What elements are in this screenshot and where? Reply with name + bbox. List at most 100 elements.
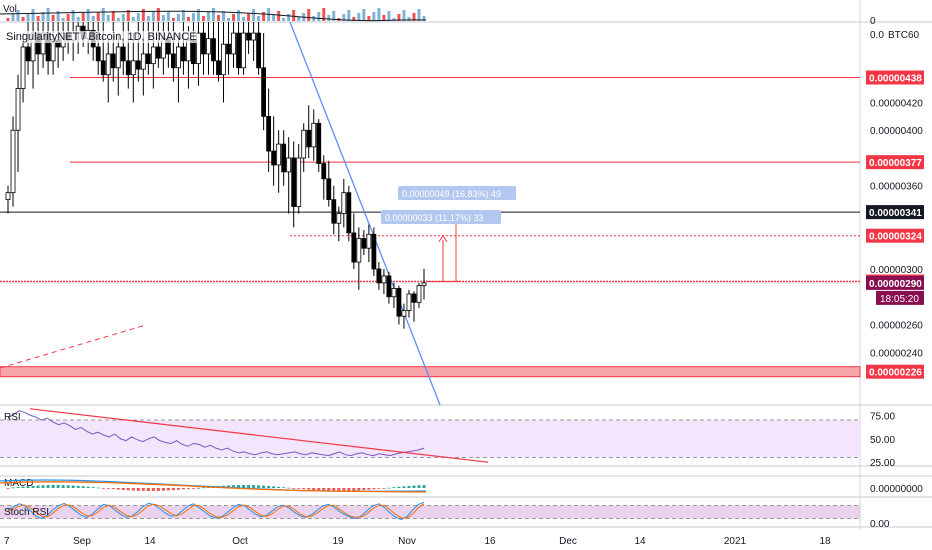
volume-bar (6, 18, 10, 21)
macd-histogram-bar (16, 487, 20, 488)
candle-body (261, 67, 267, 117)
candle-body (216, 60, 221, 76)
macd-histogram-bar (171, 488, 175, 491)
volume-bar (146, 16, 150, 21)
price-label: 0.00000377 (869, 158, 922, 169)
rsi-title: RSI (4, 412, 21, 423)
macd-histogram-bar (41, 485, 45, 488)
volume-bar (317, 12, 321, 21)
macd-tick-label: 0.00000000 (870, 484, 923, 495)
price-tick-label: 0.00000400 (870, 126, 923, 137)
volume-bar (387, 11, 391, 21)
volume-bar (166, 11, 170, 21)
volume-bar (191, 13, 195, 21)
candle-body (321, 163, 327, 180)
price-label: 0.00000341 (869, 208, 922, 219)
volume-bar (131, 17, 135, 21)
candle-body (336, 213, 342, 224)
x-tick-label: 16 (484, 536, 496, 547)
macd-histogram-bar (131, 488, 135, 491)
volume-bar (362, 9, 366, 21)
macd-histogram-bar (121, 488, 125, 490)
volume-bar (106, 15, 110, 21)
volume-bar (307, 9, 311, 21)
volume-bar (322, 8, 326, 21)
candle-body (15, 88, 21, 131)
candle-body (20, 46, 26, 90)
macd-histogram-bar (11, 487, 15, 489)
macd-histogram-bar (126, 488, 130, 491)
candle-body (25, 46, 31, 62)
volume-bar (292, 10, 296, 21)
candle-body (286, 157, 292, 173)
volume-bar (312, 16, 316, 21)
candle-body (191, 39, 196, 65)
candle-body (181, 46, 186, 62)
macd-histogram-bar (26, 486, 30, 488)
candle-body (231, 32, 236, 55)
candle-body (391, 288, 397, 298)
candle-body (331, 199, 337, 224)
volume-bar (242, 17, 246, 21)
volume-bar (16, 10, 20, 21)
macd-histogram-bar (196, 487, 200, 489)
candle-body (50, 39, 56, 62)
candle-body (145, 53, 151, 65)
volume-bar (392, 18, 396, 21)
macd-histogram-bar (166, 488, 170, 491)
price-label-box (866, 275, 924, 290)
macd-histogram-bar (282, 487, 286, 489)
candle-body (406, 293, 412, 312)
countdown-box (876, 290, 924, 305)
volume-bar (372, 12, 376, 21)
macd-histogram-bar (257, 485, 261, 488)
macd-histogram-bar (342, 488, 346, 491)
volume-bar (277, 11, 281, 21)
volume-bar (201, 16, 205, 21)
x-tick-label: Dec (559, 536, 577, 547)
candle-body (150, 46, 156, 65)
macd-histogram-bar (302, 488, 306, 490)
x-tick-label: 18 (819, 536, 831, 547)
macd-histogram-bar (347, 488, 351, 491)
measure-arrowhead (438, 234, 448, 242)
volume-bar (181, 10, 185, 21)
macd-histogram-bar (181, 488, 185, 490)
candle-body (170, 53, 176, 69)
volume-bar (101, 8, 105, 21)
macd-histogram-bar (287, 487, 291, 489)
price-label-box (866, 205, 924, 220)
rsi-tick-label: 25.00 (870, 458, 895, 469)
countdown-label: 18:05:20 (880, 294, 919, 305)
stoch-title: Stoch RSI (4, 507, 49, 518)
volume-bar (156, 8, 160, 21)
volume-bar (237, 10, 241, 21)
price-label: 0.00000290 (869, 279, 922, 290)
candle-body (241, 32, 246, 69)
volume-bar (206, 12, 210, 21)
volume-bar (46, 8, 50, 21)
macd-histogram-bar (397, 486, 401, 488)
price-label: 0.00000226 (869, 368, 922, 379)
trend-dashed-line (0, 324, 147, 369)
price-tick-label: 0.00000420 (870, 98, 923, 109)
macd-histogram-bar (417, 485, 421, 488)
volume-bar (412, 13, 416, 21)
macd-histogram-bar (322, 488, 326, 491)
candle-body (120, 46, 126, 62)
macd-histogram-bar (116, 488, 120, 490)
macd-histogram-bar (387, 487, 391, 489)
volume-bar (252, 9, 256, 21)
candle-body (371, 233, 377, 270)
precision-label: 60 (908, 30, 920, 41)
candle-body (95, 46, 101, 62)
macd-histogram-bar (252, 485, 256, 488)
macd-histogram-bar (111, 488, 115, 490)
macd-histogram-bar (141, 488, 145, 491)
volume-bar (141, 9, 145, 21)
volume-bar (297, 17, 301, 21)
signal-line (0, 481, 427, 493)
stoch-k-line (7, 501, 425, 521)
macd-histogram-bar (247, 485, 251, 488)
